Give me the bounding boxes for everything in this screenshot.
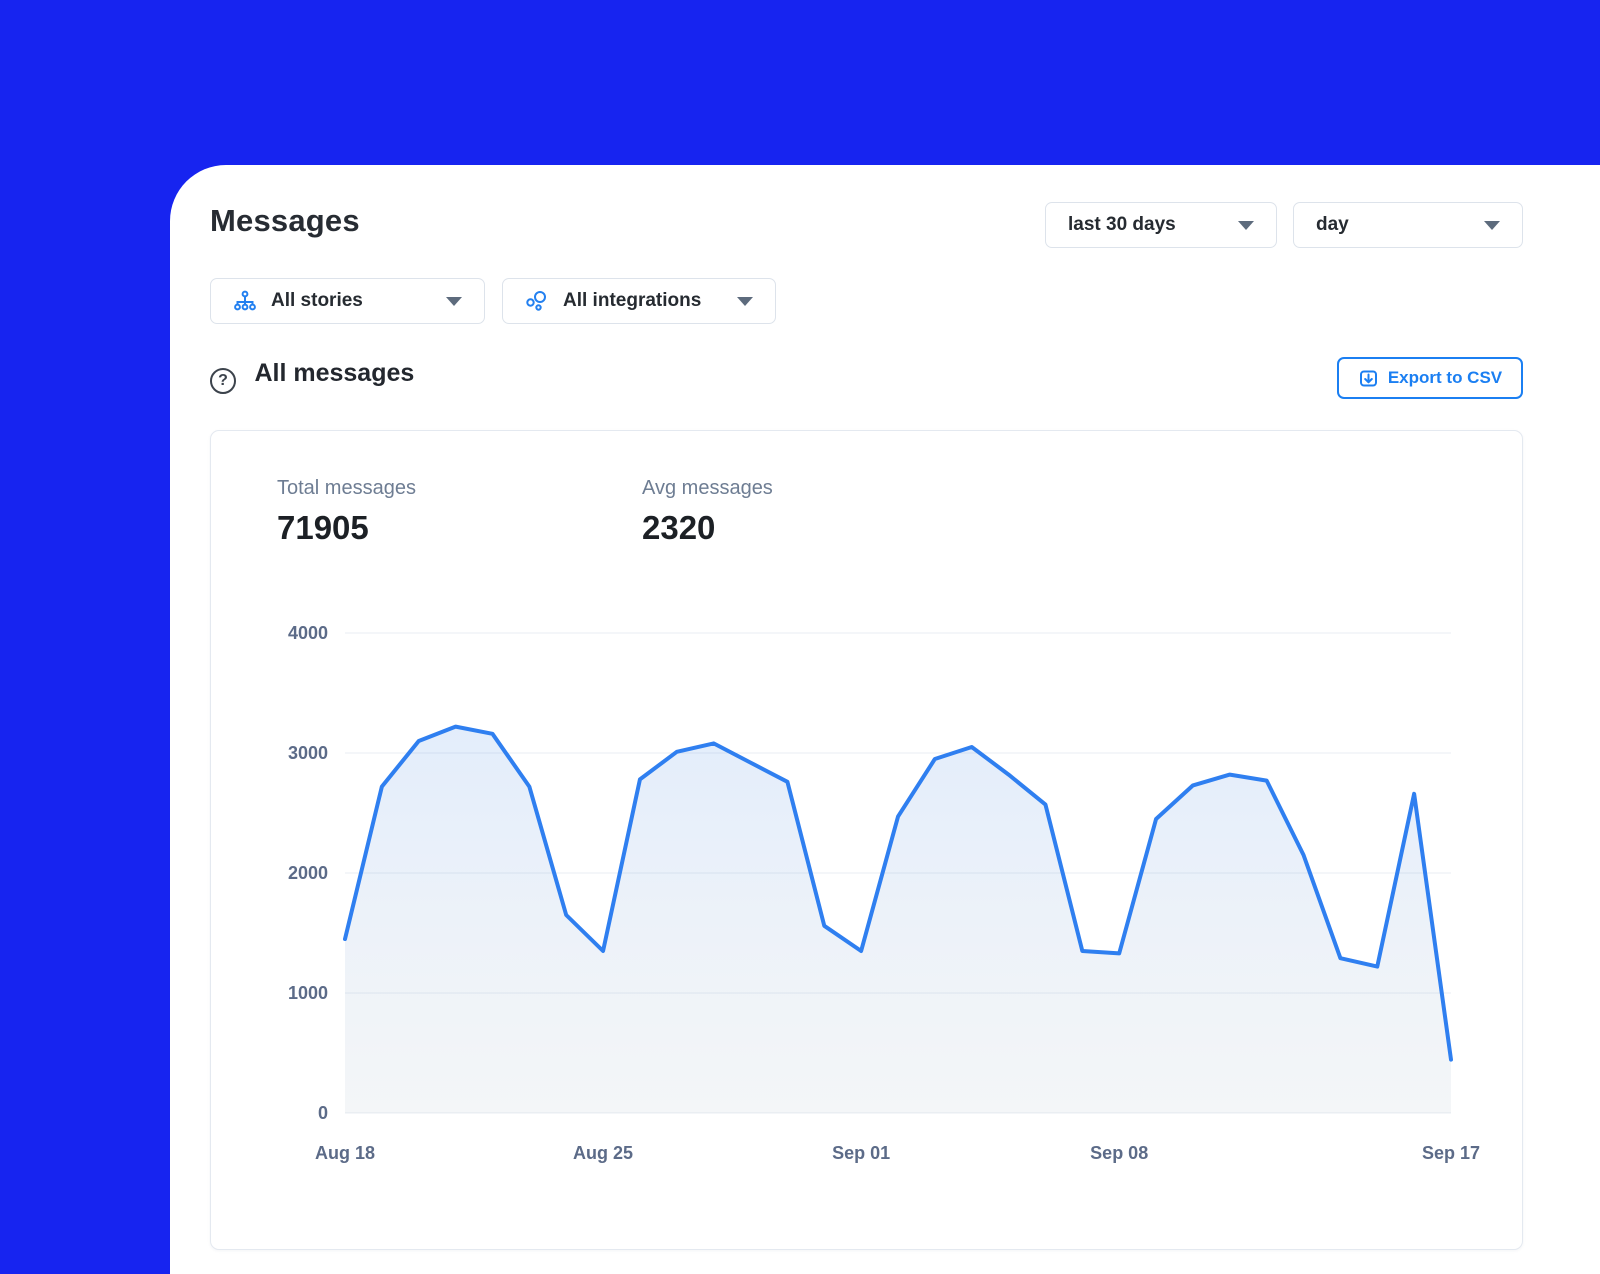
download-icon [1358,368,1379,389]
help-icon[interactable]: ? [210,368,236,394]
date-range-dropdown[interactable]: last 30 days [1045,202,1277,248]
x-axis-label: Sep 01 [832,1143,890,1163]
line-series [343,724,1453,1062]
avg-messages-stat: Avg messages 2320 [642,477,773,547]
chevron-down-icon [446,297,462,306]
total-messages-stat: Total messages 71905 [277,477,416,547]
integrations-filter-value: All integrations [563,290,702,311]
export-csv-button[interactable]: Export to CSV [1337,357,1523,399]
section-header: ? All messages Export to CSV [210,357,1523,405]
chart-card: Total messages 71905 Avg messages 2320 0… [210,430,1523,1250]
y-axis-label: 0 [318,1103,328,1123]
main-panel: Messages last 30 days day All stories [170,165,1600,1274]
export-csv-label: Export to CSV [1387,368,1503,387]
granularity-value: day [1316,214,1349,235]
chart-svg: 0 1000 2000 3000 4000 Aug 18 Aug 25 Sep 01 Sep 0… [288,623,1480,1163]
y-axis-label: 3000 [288,743,328,763]
stat-label: Avg messages [642,477,773,499]
sitemap-icon [233,289,257,313]
bubbles-icon [525,289,549,313]
page-title: Messages [210,203,360,238]
stories-filter-value: All stories [271,290,363,311]
y-axis-label: 1000 [288,983,328,1003]
x-axis-label: Aug 25 [573,1143,633,1163]
area-fill [345,726,1451,1113]
stat-value: 2320 [642,509,716,546]
stat-value: 71905 [277,509,369,546]
granularity-dropdown[interactable]: day [1293,202,1523,248]
chevron-down-icon [1238,221,1254,230]
y-axis-label: 4000 [288,623,328,643]
x-axis-label: Aug 18 [315,1143,375,1163]
x-axis-label: Sep 17 [1422,1143,1480,1163]
section-title: All messages [254,359,415,387]
y-axis-label: 2000 [288,863,328,883]
stat-label: Total messages [277,477,416,499]
stories-filter-dropdown[interactable]: All stories [210,278,485,324]
chevron-down-icon [737,297,753,306]
date-range-value: last 30 days [1068,214,1176,235]
integrations-filter-dropdown[interactable]: All integrations [502,278,776,324]
chevron-down-icon [1484,221,1500,230]
x-axis-label: Sep 08 [1090,1143,1148,1163]
